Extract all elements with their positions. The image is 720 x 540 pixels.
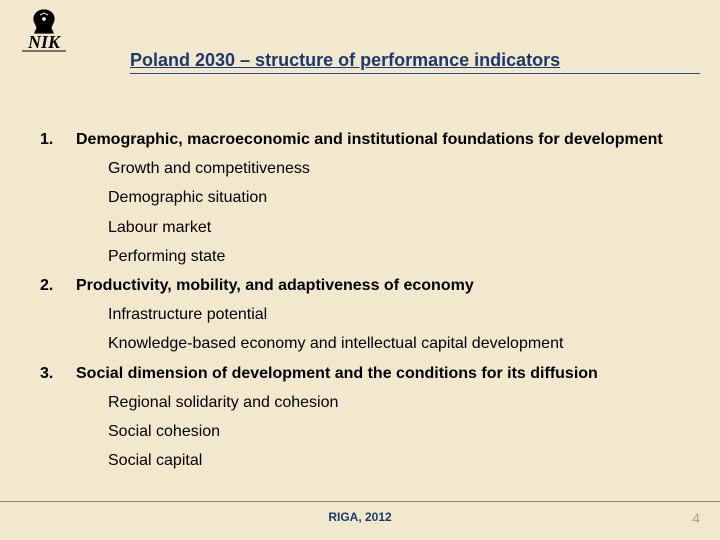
section-number: 3. — [40, 362, 76, 385]
slide-footer: RIGA, 2012 4 — [0, 501, 720, 524]
page-number: 4 — [692, 510, 700, 526]
footer-location-year: RIGA, 2012 — [0, 510, 720, 524]
section-number: 2. — [40, 274, 76, 297]
section-3-heading: 3. Social dimension of development and t… — [40, 362, 680, 385]
section-2-heading: 2. Productivity, mobility, and adaptiven… — [40, 274, 680, 297]
section-1-heading: 1. Demographic, macroeconomic and instit… — [40, 128, 680, 151]
section-3-sub: Social cohesion — [108, 420, 680, 443]
section-2-sub: Knowledge-based economy and intellectual… — [108, 332, 680, 355]
content-body: 1. Demographic, macroeconomic and instit… — [40, 128, 680, 478]
section-1-sub: Demographic situation — [108, 186, 680, 209]
svg-text:NIK: NIK — [27, 32, 62, 52]
header-divider — [130, 73, 700, 74]
section-title: Social dimension of development and the … — [76, 362, 598, 385]
section-number: 1. — [40, 128, 76, 151]
section-1-sub: Labour market — [108, 216, 680, 239]
section-3-sub: Social capital — [108, 449, 680, 472]
section-2-sub: Infrastructure potential — [108, 303, 680, 326]
nik-logo-icon: NIK — [14, 6, 74, 56]
section-3-sub: Regional solidarity and cohesion — [108, 391, 680, 414]
section-title: Demographic, macroeconomic and instituti… — [76, 128, 663, 151]
slide-header: Poland 2030 – structure of performance i… — [0, 50, 720, 78]
section-1-sub: Growth and competitiveness — [108, 157, 680, 180]
slide-title: Poland 2030 – structure of performance i… — [130, 50, 700, 71]
section-1-sub: Performing state — [108, 245, 680, 268]
section-title: Productivity, mobility, and adaptiveness… — [76, 274, 474, 297]
